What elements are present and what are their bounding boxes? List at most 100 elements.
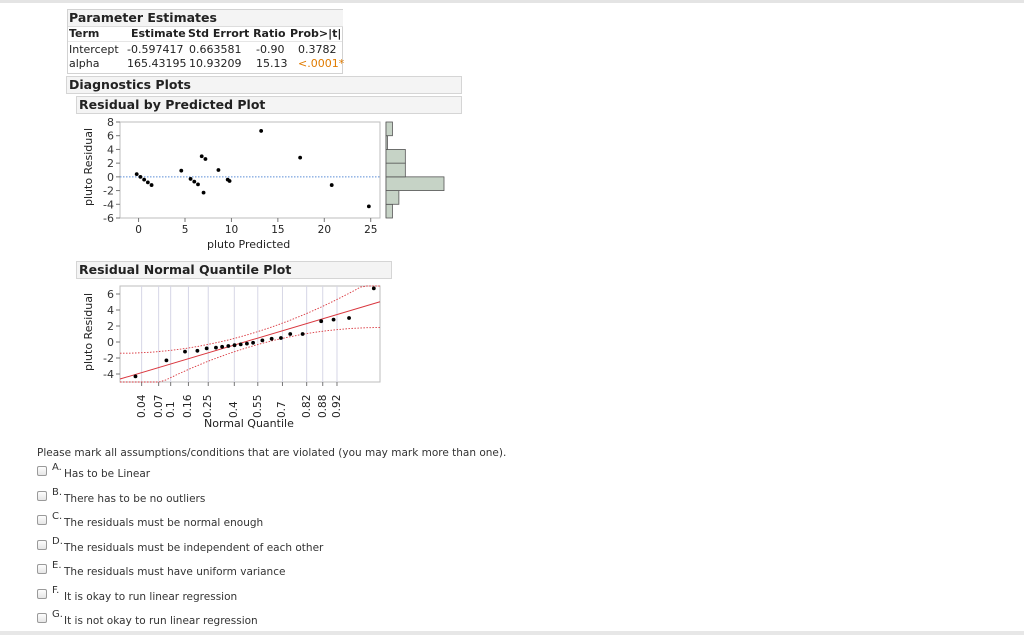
data-point — [199, 154, 204, 159]
data-point — [227, 179, 232, 183]
data-point — [149, 183, 154, 187]
option-checkbox[interactable] — [37, 515, 47, 525]
option-label[interactable]: The residuals must be independent of eac… — [64, 542, 324, 554]
table-divider — [68, 41, 342, 42]
column-header-prob: Prob>|t| — [290, 27, 342, 40]
data-point — [164, 358, 169, 363]
option-label[interactable]: Has to be Linear — [64, 468, 151, 480]
quantile-plot-ylabel: pluto Residual — [82, 292, 95, 371]
residual-plot-heading[interactable]: Residual by Predicted Plot — [76, 96, 462, 114]
data-point — [279, 336, 283, 340]
histogram-bar — [385, 176, 445, 191]
data-point — [201, 190, 206, 195]
fit-line — [119, 301, 381, 380]
x-tick-label: 0.88 — [316, 394, 329, 418]
data-point — [288, 332, 293, 336]
data-point — [188, 177, 193, 181]
data-point — [203, 157, 208, 161]
x-tick-label: 5 — [181, 224, 189, 236]
residual-plot-ylabel: pluto Residual — [82, 127, 95, 206]
option-label[interactable]: It is not okay to run linear regression — [64, 615, 258, 627]
parameter-estimates-title: Parameter Estimates — [68, 10, 343, 27]
data-point — [260, 338, 265, 343]
data-point — [245, 341, 249, 346]
x-tick-label: 10 — [224, 224, 239, 236]
option-letter: A. — [52, 462, 62, 473]
parameter-estimates-table: Parameter Estimates Term Estimate Std Er… — [67, 9, 344, 74]
histogram-bar — [385, 149, 406, 164]
data-point — [269, 336, 274, 341]
data-point — [232, 343, 237, 348]
option-label[interactable]: The residuals must be normal enough — [64, 517, 264, 529]
x-tick-label: 0.25 — [202, 394, 215, 418]
table-cell-term: Intercept — [69, 43, 119, 56]
option-label[interactable]: There has to be no outliers — [64, 493, 206, 505]
option-checkbox[interactable] — [37, 589, 47, 599]
x-tick-label: 0.7 — [276, 401, 289, 418]
column-header-estimate: Estimate — [131, 27, 186, 40]
x-tick-label: 20 — [317, 224, 332, 236]
histogram-bar — [385, 190, 400, 205]
data-point — [347, 316, 351, 320]
x-tick-label: 25 — [364, 224, 378, 236]
y-tick-label: 6 — [107, 130, 114, 143]
column-header-term: Term — [69, 27, 100, 40]
data-point — [196, 182, 200, 187]
x-tick-label: 15 — [271, 224, 285, 236]
table-cell-estimate: 165.43195 — [127, 57, 187, 70]
histogram-bar — [385, 121, 393, 137]
y-tick-label: 0 — [107, 171, 114, 184]
y-tick-label: -2 — [103, 185, 114, 198]
x-tick-label: 0.55 — [251, 394, 264, 418]
column-header-t-ratio: t Ratio — [244, 27, 286, 40]
option-label[interactable]: It is okay to run linear regression — [64, 591, 238, 603]
x-tick-label: 0 — [135, 224, 142, 236]
table-cell-estimate: -0.597417 — [127, 43, 184, 56]
table-cell-term: alpha — [69, 57, 100, 70]
y-tick-label: 2 — [107, 157, 114, 170]
data-point — [259, 129, 264, 133]
option-checkbox[interactable] — [37, 564, 47, 574]
option-label[interactable]: The residuals must have uniform variance — [64, 566, 286, 578]
option-letter: E. — [52, 560, 62, 571]
data-point — [329, 183, 334, 187]
histogram-bar — [385, 203, 393, 219]
histogram-bar — [385, 162, 406, 178]
column-header-std-error: Std Error — [188, 27, 245, 40]
diagnostics-plots-heading[interactable]: Diagnostics Plots — [66, 76, 462, 94]
data-point — [214, 345, 218, 350]
data-point — [366, 204, 371, 209]
option-checkbox[interactable] — [37, 466, 47, 476]
table-cell-std-error: 0.663581 — [189, 43, 242, 56]
data-point — [204, 346, 209, 351]
x-tick-label: 0.16 — [182, 394, 195, 418]
residual-plot-frame — [119, 121, 381, 219]
data-point — [319, 319, 324, 324]
quantile-plot-xlabel: Normal Quantile — [204, 417, 294, 430]
data-point — [371, 286, 376, 291]
confidence-curve-lower — [120, 327, 380, 383]
option-letter: F. — [52, 585, 60, 596]
y-tick-label: -2 — [103, 352, 114, 365]
quantile-plot-heading[interactable]: Residual Normal Quantile Plot — [76, 261, 392, 279]
option-checkbox[interactable] — [37, 540, 47, 550]
x-tick-label: 0.04 — [135, 394, 148, 418]
data-point — [145, 180, 150, 185]
x-tick-label: 0.82 — [300, 394, 313, 418]
table-cell-std-error: 10.93209 — [189, 57, 242, 70]
data-point — [142, 177, 147, 182]
y-tick-label: 2 — [107, 320, 114, 333]
residual-plot-xlabel: pluto Predicted — [207, 238, 291, 251]
table-cell-t-ratio: -0.90 — [256, 43, 285, 56]
data-point — [331, 317, 336, 322]
histogram-bar — [385, 135, 388, 150]
option-checkbox[interactable] — [37, 491, 47, 501]
x-tick-label: 0.07 — [152, 394, 165, 418]
y-tick-label: 6 — [107, 288, 114, 301]
option-checkbox[interactable] — [37, 613, 47, 623]
y-tick-label: 8 — [107, 116, 114, 129]
x-tick-label: 0.1 — [164, 401, 177, 418]
y-tick-label: -4 — [103, 198, 114, 211]
table-cell-t-ratio: 15.13 — [256, 57, 288, 70]
